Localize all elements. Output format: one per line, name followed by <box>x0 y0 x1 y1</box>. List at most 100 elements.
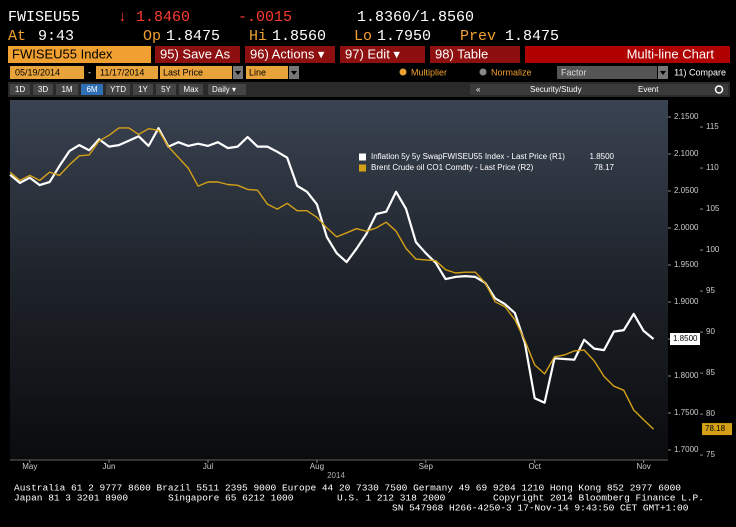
x-tick-label: Aug <box>310 462 324 471</box>
button-label: 96) Actions ▾ <box>250 46 325 61</box>
y2-tick-label: 95 <box>706 286 715 295</box>
frequency-button[interactable] <box>208 84 246 95</box>
period-button[interactable] <box>56 84 78 95</box>
chart: 1.7000 1.7500 1.8000 1.8500 1.9000 1.9500 2.00… <box>9 112 732 471</box>
low-label: Lo <box>354 28 372 45</box>
legend-label: Brent Crude oil CO1 Comdty - Last Price … <box>371 163 534 172</box>
axis-tag: 78.18 <box>705 424 726 433</box>
period-button[interactable] <box>10 84 30 95</box>
y2-tick-label: 85 <box>706 368 715 377</box>
end-date: 11/17/2014 <box>100 67 144 77</box>
panel-bar <box>525 46 730 63</box>
period-buttons: 1D 3D 1M 6M YTD 1Y 5Y Max <box>10 84 203 95</box>
y-tick-label: 1.7000 <box>674 445 699 454</box>
period-label: 3D <box>38 85 48 94</box>
study[interactable]: Security/Study <box>530 85 582 94</box>
security: FWISEU55 Index <box>12 46 113 61</box>
ticker: FWISEU55 <box>8 9 80 26</box>
button-label: 97) Edit ▾ <box>345 46 400 61</box>
radio-off[interactable] <box>479 68 487 76</box>
y-tick-label: 1.7500 <box>674 408 699 417</box>
x-tick-label: May <box>22 462 37 471</box>
toolbar-button[interactable] <box>155 46 240 63</box>
panel-title: Multi-line Chart <box>627 46 715 61</box>
button-label: 95) Save As <box>160 46 231 61</box>
period-label: 1M <box>61 85 72 94</box>
footer-item: Japan 81 3 3201 8900 <box>14 493 128 504</box>
time-label: At <box>8 28 26 45</box>
period-button[interactable] <box>106 84 130 95</box>
x-tick-label: Oct <box>528 462 541 471</box>
legend-swatch <box>359 164 366 172</box>
open-label: Op <box>143 28 161 45</box>
period-button[interactable] <box>133 84 153 95</box>
factor-field[interactable] <box>557 66 657 79</box>
legend-value: 78.17 <box>594 163 615 172</box>
last-price: ↓ 1.8460 <box>118 9 190 26</box>
field-select[interactable] <box>160 66 232 79</box>
y2-tick-label: 75 <box>706 450 715 459</box>
y-tick-label: 1.8000 <box>674 371 699 380</box>
y2-tick-label: 100 <box>706 245 720 254</box>
prev: 1.8475 <box>505 28 559 45</box>
button-label: 98) Table <box>435 46 488 61</box>
period-label: 1Y <box>138 85 148 94</box>
dropdown-arrow <box>291 71 297 75</box>
prev-label: Prev <box>460 28 496 45</box>
y-tick-label: 2.0500 <box>674 186 699 195</box>
period-label: 1D <box>15 85 25 94</box>
x-tick-label: Jul <box>203 462 213 471</box>
low: 1.7950 <box>377 28 431 45</box>
start-date: 05/19/2014 <box>15 67 60 77</box>
series-line <box>9 127 654 430</box>
y2-tick-label: 105 <box>706 204 720 213</box>
style-select[interactable] <box>246 66 288 79</box>
event[interactable]: Event <box>638 85 659 94</box>
security-field[interactable] <box>8 46 151 63</box>
y2-tick-label: 80 <box>706 409 715 418</box>
factor: Factor <box>561 67 587 77</box>
series-line <box>9 127 655 404</box>
axis-tag-box <box>670 333 700 346</box>
x-tick-label: Jun <box>103 462 116 471</box>
time: 9:43 <box>38 28 74 45</box>
bid-ask: 1.8360/1.8560 <box>357 9 474 26</box>
y-tick-label: 1.9500 <box>674 260 699 269</box>
x-tick-label: Nov <box>636 462 650 471</box>
y2-tick-label: 110 <box>706 163 719 172</box>
footer-line: SN 547968 H266-4250-3 17-Nov-14 9:43:50 … <box>392 503 689 514</box>
toolbar-button[interactable] <box>340 46 425 63</box>
end-field[interactable] <box>96 66 158 79</box>
plot-area <box>10 100 668 460</box>
period-button[interactable] <box>156 84 176 95</box>
dropdown-arrow <box>235 71 241 75</box>
axis-tag-box <box>702 423 732 436</box>
study-bar <box>470 84 728 95</box>
toolbar-button[interactable] <box>245 46 335 63</box>
settings-icon[interactable] <box>714 85 724 94</box>
period-button[interactable] <box>33 84 53 95</box>
dropdown-arrow <box>660 71 666 75</box>
style: Line <box>249 67 266 77</box>
x-tick-label: Sep <box>419 462 434 471</box>
legend-swatch <box>359 153 366 161</box>
toolbar-button[interactable] <box>430 46 520 63</box>
period-button[interactable] <box>81 84 103 95</box>
period-label: Max <box>183 85 198 94</box>
period-label: 5Y <box>161 85 171 94</box>
start-field[interactable] <box>10 66 84 79</box>
footer-item: U.S. 1 212 318 2000 <box>337 493 446 504</box>
multiplier: Multiplier <box>411 67 447 77</box>
frequency: Daily ▾ <box>212 85 236 94</box>
back[interactable]: « <box>476 85 481 94</box>
high: 1.8560 <box>272 28 326 45</box>
y-tick-label: 1.9000 <box>674 297 699 306</box>
compare[interactable]: 11) Compare <box>674 67 726 77</box>
period-label: YTD <box>110 85 126 94</box>
footer-line: Australia 61 2 9777 8600 Brazil 5511 239… <box>14 483 681 494</box>
year-label: 2014 <box>327 471 345 480</box>
radio-on[interactable] <box>399 68 407 76</box>
legend-label: Inflation 5y 5y SwapFWISEU55 Index - Las… <box>371 152 565 161</box>
date-separator: - <box>88 67 91 77</box>
period-button[interactable] <box>179 84 203 95</box>
